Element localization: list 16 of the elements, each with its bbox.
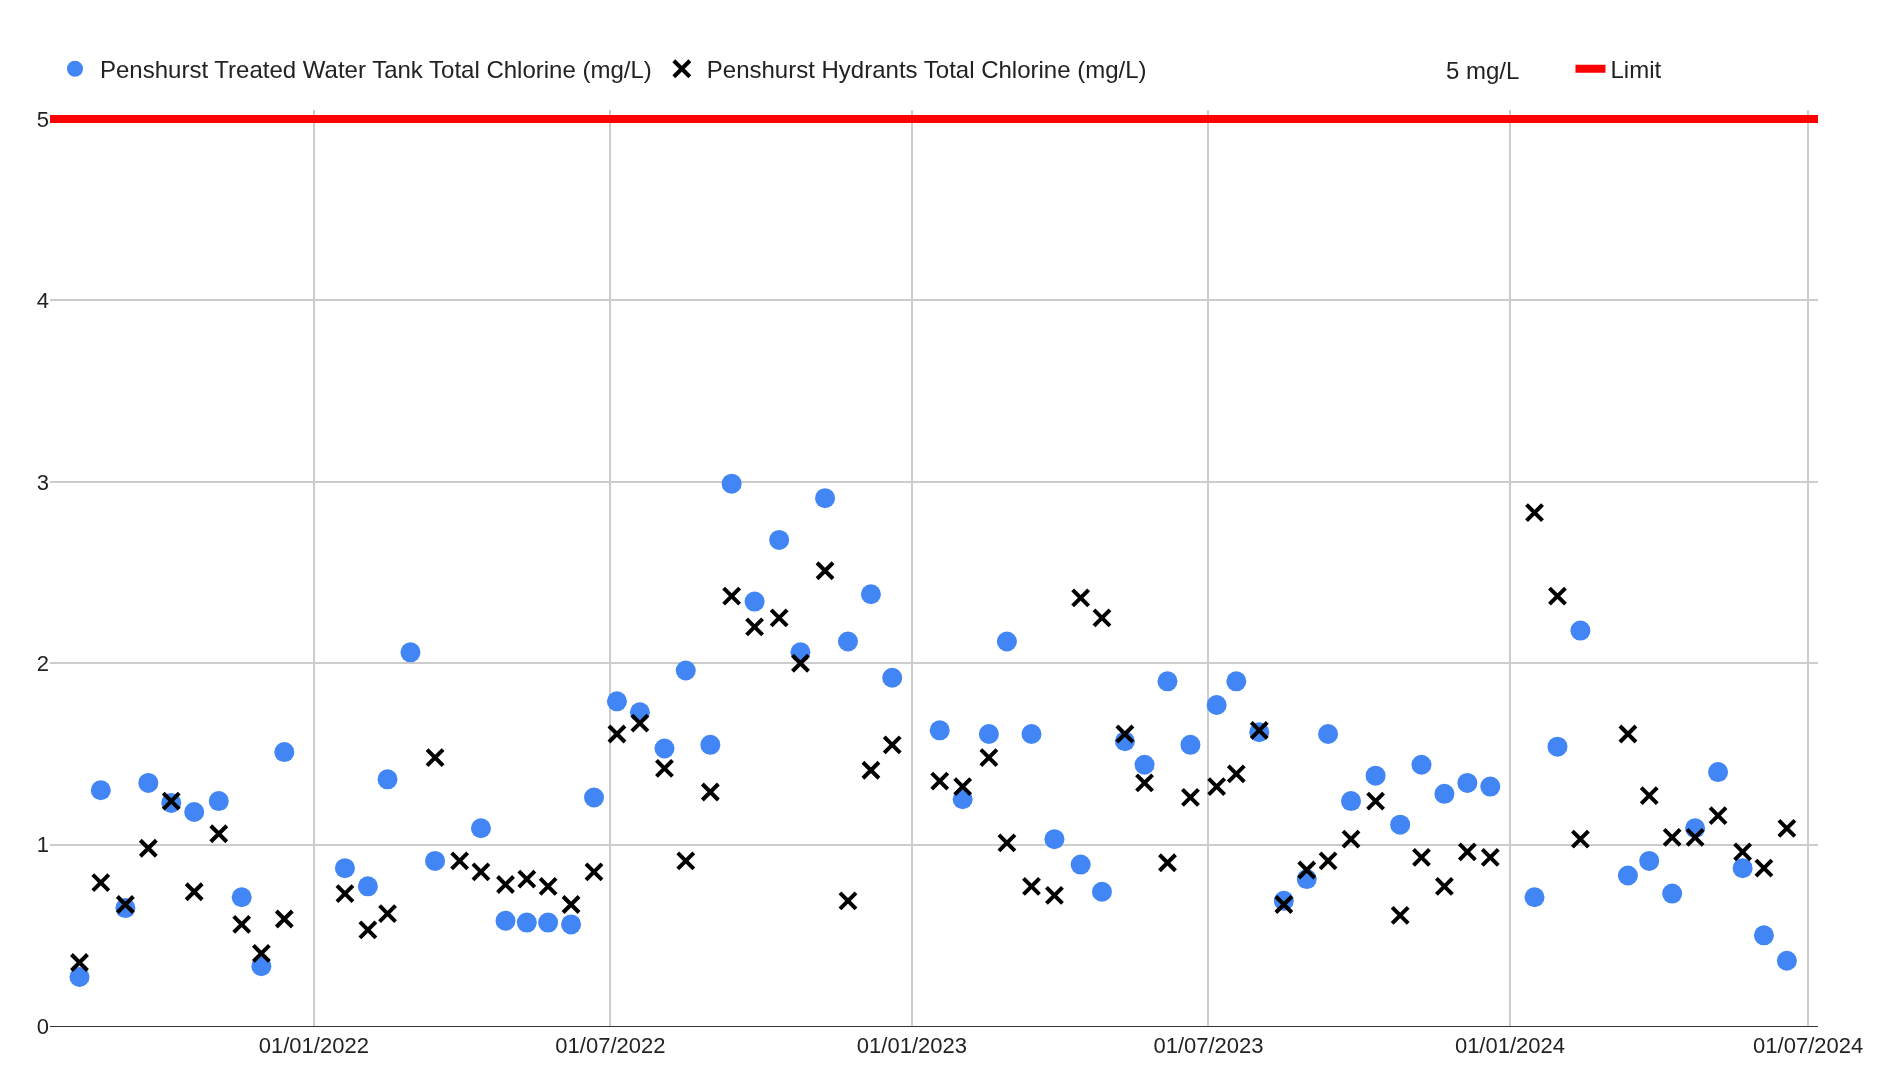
x-tick-label: 01/01/2022 — [258, 1033, 369, 1059]
legend-label: Limit — [1610, 56, 1662, 84]
x-tick-label: 01/01/2024 — [1454, 1033, 1565, 1059]
x-tick-label: 01/07/2024 — [1753, 1033, 1864, 1059]
legend-label: Penshurst Treated Water Tank Total Chlorine (mg/L) — [100, 56, 652, 84]
y-tick-label: 4 — [36, 288, 49, 314]
y-tick-label: 3 — [36, 469, 49, 495]
y-tick-label: 1 — [36, 832, 49, 858]
y-tick-label: 5 — [36, 106, 49, 132]
x-tick-label: 01/07/2023 — [1153, 1033, 1264, 1059]
legend-label: Penshurst Hydrants Total Chlorine (mg/L) — [706, 56, 1147, 84]
x-tick-label: 01/01/2023 — [856, 1033, 967, 1059]
y-tick-label: 0 — [36, 1013, 49, 1039]
text: 5 mg/L — [1446, 57, 1520, 84]
x-tick-label: 01/07/2022 — [555, 1033, 666, 1059]
y-tick-label: 2 — [36, 650, 49, 676]
